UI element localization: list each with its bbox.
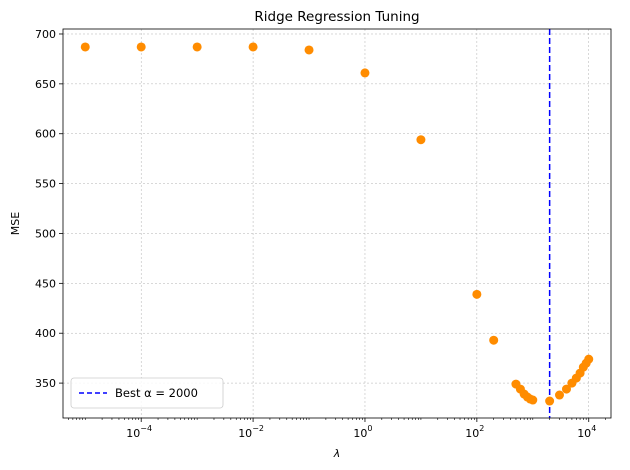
data-point: [136, 42, 146, 52]
legend: Best α = 2000: [70, 377, 224, 409]
y-tick-label: 650: [35, 78, 56, 91]
y-tick-label: 400: [35, 327, 56, 340]
data-point: [554, 390, 564, 400]
y-axis-ticks: 350 400 450 500 550 600 650 700: [35, 28, 63, 390]
x-axis-label: λ: [333, 447, 341, 460]
y-tick-label: 450: [35, 277, 56, 290]
plot-frame: [62, 28, 612, 419]
y-axis-label: MSE: [9, 212, 22, 235]
data-point: [248, 42, 258, 52]
legend-label: Best α = 2000: [115, 386, 198, 400]
data-point: [561, 384, 571, 394]
data-points: [80, 42, 594, 406]
data-point: [360, 68, 370, 78]
data-point: [472, 289, 482, 299]
y-tick-label: 350: [35, 377, 56, 390]
x-tick-label: 10−2: [238, 424, 264, 440]
x-tick-label: 10−4: [126, 424, 152, 440]
x-tick-label: 102: [465, 424, 484, 440]
data-point: [80, 42, 90, 52]
data-point: [416, 135, 426, 145]
x-tick-label: 104: [577, 424, 596, 440]
legend-box: [70, 377, 224, 409]
y-tick-label: 500: [35, 227, 56, 240]
grid: [63, 29, 611, 418]
data-point: [304, 45, 314, 55]
x-axis-ticks: 10−4 10−2 100 102 104: [68, 418, 606, 440]
y-tick-label: 600: [35, 128, 56, 141]
x-tick-label: 100: [353, 424, 372, 440]
data-point: [584, 354, 594, 364]
y-tick-label: 550: [35, 178, 56, 191]
data-point: [545, 396, 555, 406]
chart-title: Ridge Regression Tuning: [254, 9, 419, 25]
data-point: [489, 335, 499, 345]
y-tick-label: 700: [35, 28, 56, 41]
data-point: [528, 395, 538, 405]
data-point: [192, 42, 202, 52]
